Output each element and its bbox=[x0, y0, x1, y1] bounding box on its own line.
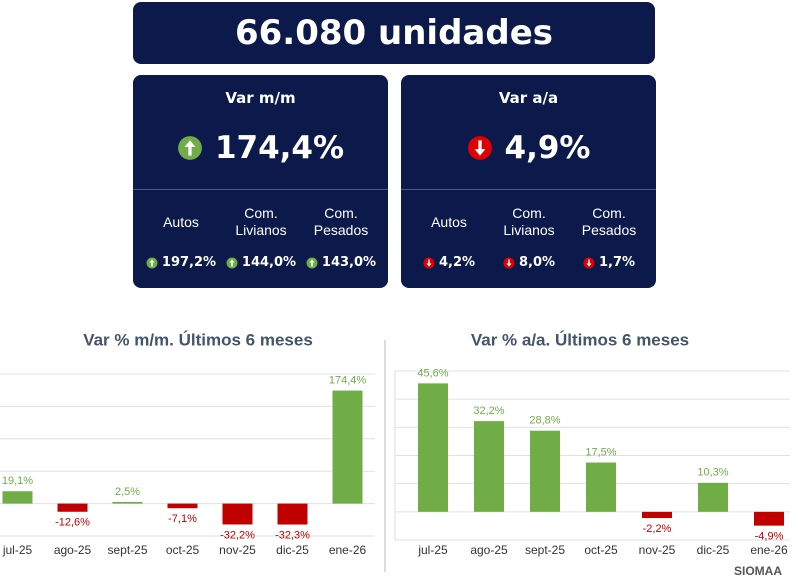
arrow-icon bbox=[306, 257, 318, 269]
value-label: 45,6% bbox=[417, 367, 448, 379]
chart-title: Var % m/m. Últimos 6 meses bbox=[83, 330, 313, 349]
bar bbox=[698, 483, 728, 512]
arrow-icon bbox=[503, 257, 515, 269]
x-tick-label: dic-25 bbox=[697, 543, 730, 557]
logo: SIOMAA bbox=[734, 564, 782, 578]
item-value-text: 197,2% bbox=[162, 255, 216, 270]
bar bbox=[278, 504, 308, 525]
item-value: 1,7% bbox=[567, 255, 651, 270]
card-title: Var a/a bbox=[401, 89, 656, 107]
x-tick-label: oct-25 bbox=[584, 543, 618, 557]
bar bbox=[3, 491, 33, 503]
bar bbox=[113, 502, 143, 504]
x-tick-label: jul-25 bbox=[417, 543, 448, 557]
x-tick-label: dic-25 bbox=[276, 543, 309, 557]
value-label: 32,2% bbox=[473, 405, 504, 417]
item-label: Com. Livianos bbox=[489, 205, 569, 239]
separator bbox=[133, 189, 388, 190]
bar bbox=[168, 504, 198, 509]
bar bbox=[418, 383, 448, 511]
kpi-card: Var a/a 4,9% Autos 4,2% Com. Livianos 8,0% Com… bbox=[401, 75, 656, 288]
x-tick-label: nov-25 bbox=[219, 543, 256, 557]
header-title: 66.080 unidades bbox=[133, 2, 655, 64]
item-value-text: 144,0% bbox=[242, 255, 296, 270]
item-value-text: 1,7% bbox=[599, 255, 635, 270]
bar bbox=[586, 463, 616, 512]
value-label: -32,2% bbox=[220, 529, 255, 541]
bar bbox=[333, 391, 363, 504]
x-tick-label: ene-26 bbox=[329, 543, 367, 557]
item-label: Autos bbox=[141, 214, 221, 231]
x-tick-label: nov-25 bbox=[639, 543, 676, 557]
card-main: 174,4% bbox=[133, 130, 388, 166]
card-value: 4,9% bbox=[505, 130, 591, 166]
value-label: 17,5% bbox=[585, 446, 616, 458]
bar bbox=[223, 504, 253, 525]
chart-title: Var % a/a. Últimos 6 meses bbox=[471, 330, 689, 349]
item-label: Com. Livianos bbox=[221, 205, 301, 239]
item-value: 8,0% bbox=[487, 255, 571, 270]
value-label: -32,3% bbox=[275, 529, 310, 541]
x-tick-label: jul-25 bbox=[2, 543, 33, 557]
x-tick-label: ago-25 bbox=[54, 543, 92, 557]
item-value: 4,2% bbox=[407, 255, 491, 270]
item-value-text: 143,0% bbox=[322, 255, 376, 270]
value-label: 174,4% bbox=[329, 374, 367, 386]
bar bbox=[754, 512, 784, 526]
value-label: 19,1% bbox=[2, 475, 33, 487]
x-tick-label: ago-25 bbox=[470, 543, 508, 557]
item-label: Autos bbox=[409, 214, 489, 231]
item-value-text: 4,2% bbox=[439, 255, 475, 270]
arrow-icon bbox=[226, 257, 238, 269]
value-label: -2,2% bbox=[643, 523, 672, 535]
x-tick-label: ene-26 bbox=[750, 543, 788, 557]
value-label: -12,6% bbox=[55, 517, 90, 529]
item-value: 143,0% bbox=[299, 255, 383, 270]
item-label: Com. Pesados bbox=[569, 205, 649, 239]
bar bbox=[642, 512, 672, 518]
arrow-icon bbox=[583, 257, 595, 269]
arrow-icon bbox=[177, 135, 203, 161]
value-label: 10,3% bbox=[697, 467, 728, 479]
item-value-text: 8,0% bbox=[519, 255, 555, 270]
item-value: 144,0% bbox=[219, 255, 303, 270]
item-label: Com. Pesados bbox=[301, 205, 381, 239]
kpi-card: Var m/m 174,4% Autos 197,2% Com. Livianos 144… bbox=[133, 75, 388, 288]
value-label: -7,1% bbox=[168, 513, 197, 525]
value-label: 2,5% bbox=[115, 486, 140, 498]
arrow-icon bbox=[423, 257, 435, 269]
value-label: -4,9% bbox=[755, 531, 784, 543]
item-value: 197,2% bbox=[139, 255, 223, 270]
card-title: Var m/m bbox=[133, 89, 388, 107]
card-main: 4,9% bbox=[401, 130, 656, 166]
x-tick-label: sept-25 bbox=[107, 543, 147, 557]
x-tick-label: sept-25 bbox=[525, 543, 565, 557]
arrow-icon bbox=[467, 135, 493, 161]
value-label: 28,8% bbox=[529, 415, 560, 427]
bar bbox=[474, 421, 504, 512]
x-tick-label: oct-25 bbox=[166, 543, 200, 557]
separator bbox=[401, 189, 656, 190]
bar bbox=[530, 431, 560, 512]
arrow-icon bbox=[146, 257, 158, 269]
card-value: 174,4% bbox=[215, 130, 344, 166]
bar bbox=[58, 504, 88, 512]
